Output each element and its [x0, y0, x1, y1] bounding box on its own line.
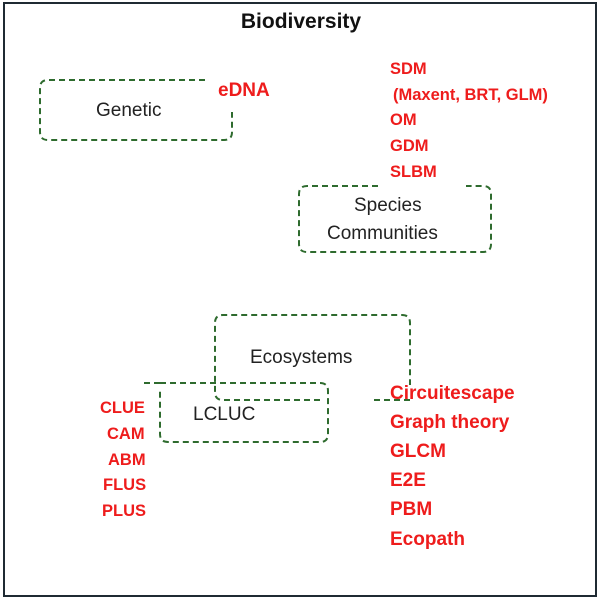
method-flus: FLUS: [103, 476, 147, 494]
genetic-label: Genetic: [96, 100, 162, 121]
method-sdm-variants: (Maxent, BRT, GLM): [393, 86, 548, 104]
method-om: OM: [390, 111, 417, 129]
method-sdm: SDM: [390, 60, 427, 78]
ecosystems-label: Ecosystems: [250, 347, 353, 368]
method-gdm: GDM: [390, 137, 429, 155]
communities-label: Communities: [327, 223, 438, 244]
species-box: [298, 185, 492, 253]
method-abm: ABM: [108, 451, 146, 469]
method-e2e: E2E: [390, 470, 426, 491]
method-graph-theory: Graph theory: [390, 412, 510, 433]
method-cam: CAM: [107, 425, 145, 443]
species-label: Species: [354, 195, 422, 216]
method-plus: PLUS: [102, 502, 147, 520]
method-edna: eDNA: [218, 80, 270, 101]
lcluc-box: [140, 382, 329, 443]
ecosystems-box: [214, 314, 411, 401]
method-ecopath: Ecopath: [390, 529, 465, 550]
diagram-title: Biodiversity: [240, 10, 362, 33]
diagram-frame: [3, 2, 597, 597]
genetic-box: [39, 79, 233, 141]
method-pbm: PBM: [390, 499, 433, 520]
method-glcm: GLCM: [390, 441, 446, 462]
method-clue: CLUE: [100, 399, 145, 417]
method-circuitescape: Circuitescape: [390, 383, 515, 404]
method-slbm: SLBM: [390, 163, 437, 181]
lcluc-label: LCLUC: [193, 404, 256, 425]
